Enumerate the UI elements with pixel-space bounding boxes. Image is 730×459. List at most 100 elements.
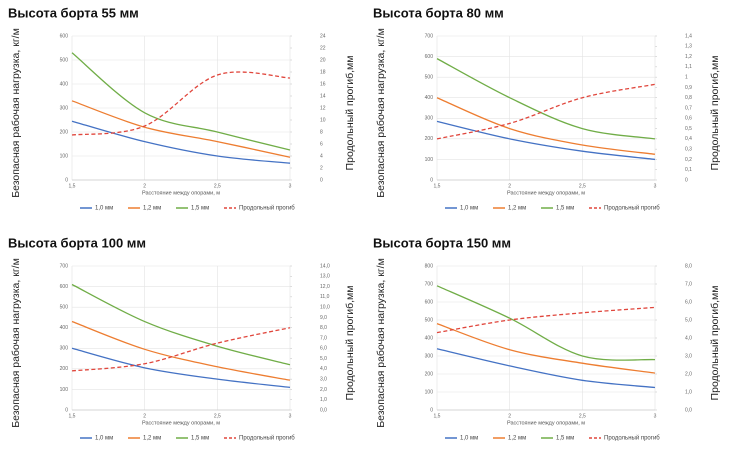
x-axis-label: Расстояние между опорами, м bbox=[507, 420, 585, 426]
legend-label: 1,0 мм bbox=[95, 206, 113, 212]
legend-label: Продольный прогиб bbox=[604, 205, 660, 212]
y2-tick-label: 0,6 bbox=[685, 116, 692, 122]
y2-tick-label: 0,2 bbox=[685, 157, 692, 163]
y-tick-label: 200 bbox=[60, 366, 69, 372]
y-tick-label: 700 bbox=[60, 263, 69, 269]
series-line bbox=[436, 58, 656, 140]
y2-tick-label: 1,4 bbox=[685, 33, 692, 39]
y-axis-label: Безопасная рабочая нагрузка, кг/м bbox=[10, 258, 22, 428]
y2-tick-label: 11,0 bbox=[320, 294, 330, 300]
y2-tick-label: 10 bbox=[320, 117, 326, 123]
series-line bbox=[436, 348, 656, 389]
x-tick-label: 2 bbox=[508, 183, 511, 189]
y2-tick-label: 0 bbox=[320, 177, 323, 183]
y2-tick-label: 3,0 bbox=[320, 376, 327, 382]
y-tick-label: 400 bbox=[60, 81, 69, 87]
y-tick-label: 600 bbox=[60, 284, 69, 290]
y2-tick-label: 0,0 bbox=[685, 407, 692, 413]
x-axis-label: Расстояние между опорами, м bbox=[142, 420, 220, 426]
y2-tick-label: 14 bbox=[320, 93, 326, 99]
y2-tick-label: 4 bbox=[320, 153, 323, 159]
series-line bbox=[436, 322, 656, 374]
y2-tick-label: 20 bbox=[320, 57, 326, 63]
y2-tick-label: 5,0 bbox=[685, 317, 692, 323]
y-tick-label: 800 bbox=[425, 263, 434, 269]
x-tick-label: 2 bbox=[143, 413, 146, 419]
x-tick-label: 2,5 bbox=[214, 413, 221, 419]
y2-tick-label: 8 bbox=[320, 129, 323, 135]
series-line bbox=[71, 283, 291, 366]
series-line bbox=[436, 97, 656, 155]
y2-tick-label: 7,0 bbox=[320, 335, 327, 341]
y2-tick-label: 9,0 bbox=[320, 315, 327, 321]
y-tick-label: 200 bbox=[425, 136, 434, 142]
x-axis-label: Расстояние между опорами, м bbox=[142, 190, 220, 196]
series-line bbox=[71, 347, 291, 389]
x-tick-label: 3 bbox=[289, 183, 292, 189]
y2-tick-label: 0,0 bbox=[320, 407, 327, 413]
y-tick-label: 0 bbox=[430, 407, 433, 413]
y2-tick-label: 0,9 bbox=[685, 85, 692, 91]
y-tick-label: 0 bbox=[65, 177, 68, 183]
y2-tick-label: 0,3 bbox=[685, 146, 692, 152]
y-tick-label: 0 bbox=[65, 407, 68, 413]
chart-title: Высота борта 100 мм bbox=[8, 235, 146, 250]
y2-tick-label: 2 bbox=[320, 165, 323, 171]
y-tick-label: 300 bbox=[60, 105, 69, 111]
series-line bbox=[436, 285, 656, 361]
y2-tick-label: 3,0 bbox=[685, 353, 692, 359]
y-tick-label: 400 bbox=[60, 325, 69, 331]
legend-label: Продольный прогиб bbox=[604, 435, 660, 442]
legend-label: 1,5 мм bbox=[191, 206, 209, 212]
y2-tick-label: 14,0 bbox=[320, 263, 330, 269]
y2-axis-label: Продольный прогиб,мм bbox=[344, 56, 356, 171]
series-line bbox=[71, 71, 291, 136]
y2-tick-label: 16 bbox=[320, 81, 326, 87]
y2-tick-label: 24 bbox=[320, 33, 326, 39]
y2-tick-label: 1,2 bbox=[685, 54, 692, 60]
x-tick-label: 2,5 bbox=[579, 183, 586, 189]
y-axis-label: Безопасная рабочая нагрузка, кг/м bbox=[375, 28, 387, 198]
y2-tick-label: 1,0 bbox=[320, 397, 327, 403]
y2-tick-label: 6 bbox=[320, 141, 323, 147]
y-tick-label: 100 bbox=[60, 153, 69, 159]
y-tick-label: 200 bbox=[425, 371, 434, 377]
y2-tick-label: 4,0 bbox=[320, 366, 327, 372]
legend-label: 1,2 мм bbox=[143, 206, 161, 212]
series-line bbox=[436, 120, 656, 161]
y-tick-label: 700 bbox=[425, 281, 434, 287]
chart-title: Высота борта 55 мм bbox=[8, 5, 139, 20]
y-axis-label: Безопасная рабочая нагрузка, кг/м bbox=[10, 28, 22, 198]
x-tick-label: 3 bbox=[654, 183, 657, 189]
x-tick-label: 1,5 bbox=[69, 183, 76, 189]
y-tick-label: 500 bbox=[425, 74, 434, 80]
series-line bbox=[71, 100, 291, 158]
legend-label: 1,0 мм bbox=[460, 206, 478, 212]
y2-tick-label: 1,0 bbox=[685, 389, 692, 395]
series-line bbox=[71, 327, 291, 372]
legend-label: 1,2 мм bbox=[508, 436, 526, 442]
series-line bbox=[436, 83, 656, 140]
y2-tick-label: 8,0 bbox=[685, 263, 692, 269]
y2-tick-label: 13,0 bbox=[320, 274, 330, 280]
series-line bbox=[71, 320, 291, 381]
x-tick-label: 1,5 bbox=[434, 413, 441, 419]
y2-tick-label: 0,4 bbox=[685, 136, 692, 142]
series-line bbox=[71, 120, 291, 164]
y-axis-label: Безопасная рабочая нагрузка, кг/м bbox=[375, 258, 387, 428]
y2-tick-label: 0 bbox=[685, 177, 688, 183]
y-tick-label: 100 bbox=[60, 387, 69, 393]
y-tick-label: 500 bbox=[425, 317, 434, 323]
y2-tick-label: 6,0 bbox=[320, 346, 327, 352]
y2-tick-label: 0,1 bbox=[685, 167, 692, 173]
legend-label: Продольный прогиб bbox=[239, 435, 295, 442]
y2-tick-label: 2,0 bbox=[685, 371, 692, 377]
y2-tick-label: 22 bbox=[320, 45, 326, 51]
legend-label: Продольный прогиб bbox=[239, 205, 295, 212]
y2-tick-label: 4,0 bbox=[685, 335, 692, 341]
y2-tick-label: 1,1 bbox=[685, 64, 692, 70]
x-tick-label: 2,5 bbox=[214, 183, 221, 189]
x-tick-label: 1,5 bbox=[69, 413, 76, 419]
y2-tick-label: 0,7 bbox=[685, 105, 692, 111]
